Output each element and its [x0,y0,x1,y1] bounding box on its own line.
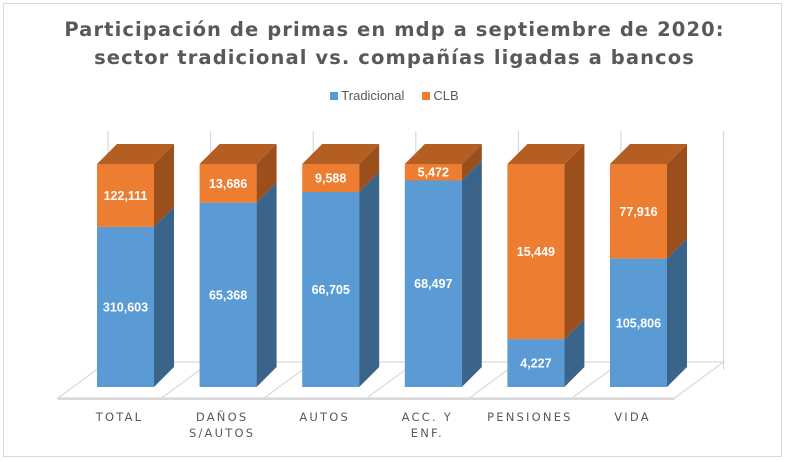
bar-tradicional-side [256,182,277,387]
category-label: VIDA [614,410,651,424]
chart-bars [97,144,687,387]
value-label-tradicional: 105,806 [616,316,661,330]
category-label: AUTOS [299,410,350,424]
legend-item-clb[interactable]: CLB [422,88,459,103]
bar-clb-side [359,144,380,193]
chart-value-labels: 310,603 122,111 65,368 13,686 66,705 9,588 68,… [103,166,661,371]
bar-tradicional-front [404,180,462,387]
bar-clb-top [610,144,687,164]
bar-tradicional-side [667,238,687,387]
bar-clb-top [302,144,380,164]
bar-clb-front [302,164,360,193]
bar-clb-side [256,144,277,203]
bar-clb-front [404,164,462,181]
legend-label-tradicional: Tradicional [341,88,405,103]
bar-tradicional-front [610,258,667,387]
category-label: DAÑOS [196,409,248,424]
chart-title: Participación de primas en mdp a septiem… [0,16,789,72]
value-label-tradicional: 310,603 [103,300,148,314]
value-label-clb: 77,916 [619,205,657,219]
bar-clb-front [610,164,667,259]
value-label-clb: 13,686 [209,177,247,191]
bar-tradicional-side [564,319,585,387]
bar-clb-front [507,164,565,340]
chart-title-line-2: sector tradicional vs. compañías ligadas… [94,46,695,69]
category-label: S/AUTOS [189,426,255,440]
chart-category-labels: TOTAL DAÑOS S/AUTOS AUTOS ACC. Y ENF. PENSIONE… [95,409,651,440]
bar-tradicional-front [507,339,565,387]
legend-label-clb: CLB [433,88,459,103]
legend-swatch-clb [422,91,431,100]
category-label: PENSIONES [487,410,573,424]
chart-title-line-1: Participación de primas en mdp a septiem… [64,18,725,41]
value-label-tradicional: 65,368 [209,288,247,302]
bar-clb-side [667,144,687,259]
value-label-clb: 5,472 [418,166,449,180]
bar-tradicional-front [199,202,257,387]
value-label-tradicional: 66,705 [312,283,350,297]
bar-tradicional-front [97,226,154,387]
bar-clb-side [154,144,174,227]
chart-legend: Tradicional CLB [0,88,789,103]
legend-swatch-tradicional [330,91,339,100]
category-label: ENF. [411,426,444,440]
bar-tradicional-side [461,160,482,387]
bar-tradicional-side [154,206,174,387]
bar-clb-front [97,164,154,227]
bar-clb-top [199,144,277,164]
value-label-clb: 15,449 [517,245,555,259]
bar-tradicional-side [359,172,380,387]
bar-tradicional-front [302,192,360,387]
value-label-clb: 9,588 [315,172,346,186]
bar-clb-side [461,144,482,181]
category-label: ACC. Y [402,410,453,424]
value-label-tradicional: 4,227 [520,357,551,371]
bar-clb-top [404,144,482,164]
bar-clb-side [564,144,585,340]
bar-clb-front [199,164,257,203]
category-label: TOTAL [95,410,143,424]
value-label-tradicional: 68,497 [414,277,452,291]
bar-clb-top [507,144,585,164]
value-label-clb: 122,111 [104,189,148,203]
legend-item-tradicional[interactable]: Tradicional [330,88,404,103]
bar-clb-top [97,144,174,164]
